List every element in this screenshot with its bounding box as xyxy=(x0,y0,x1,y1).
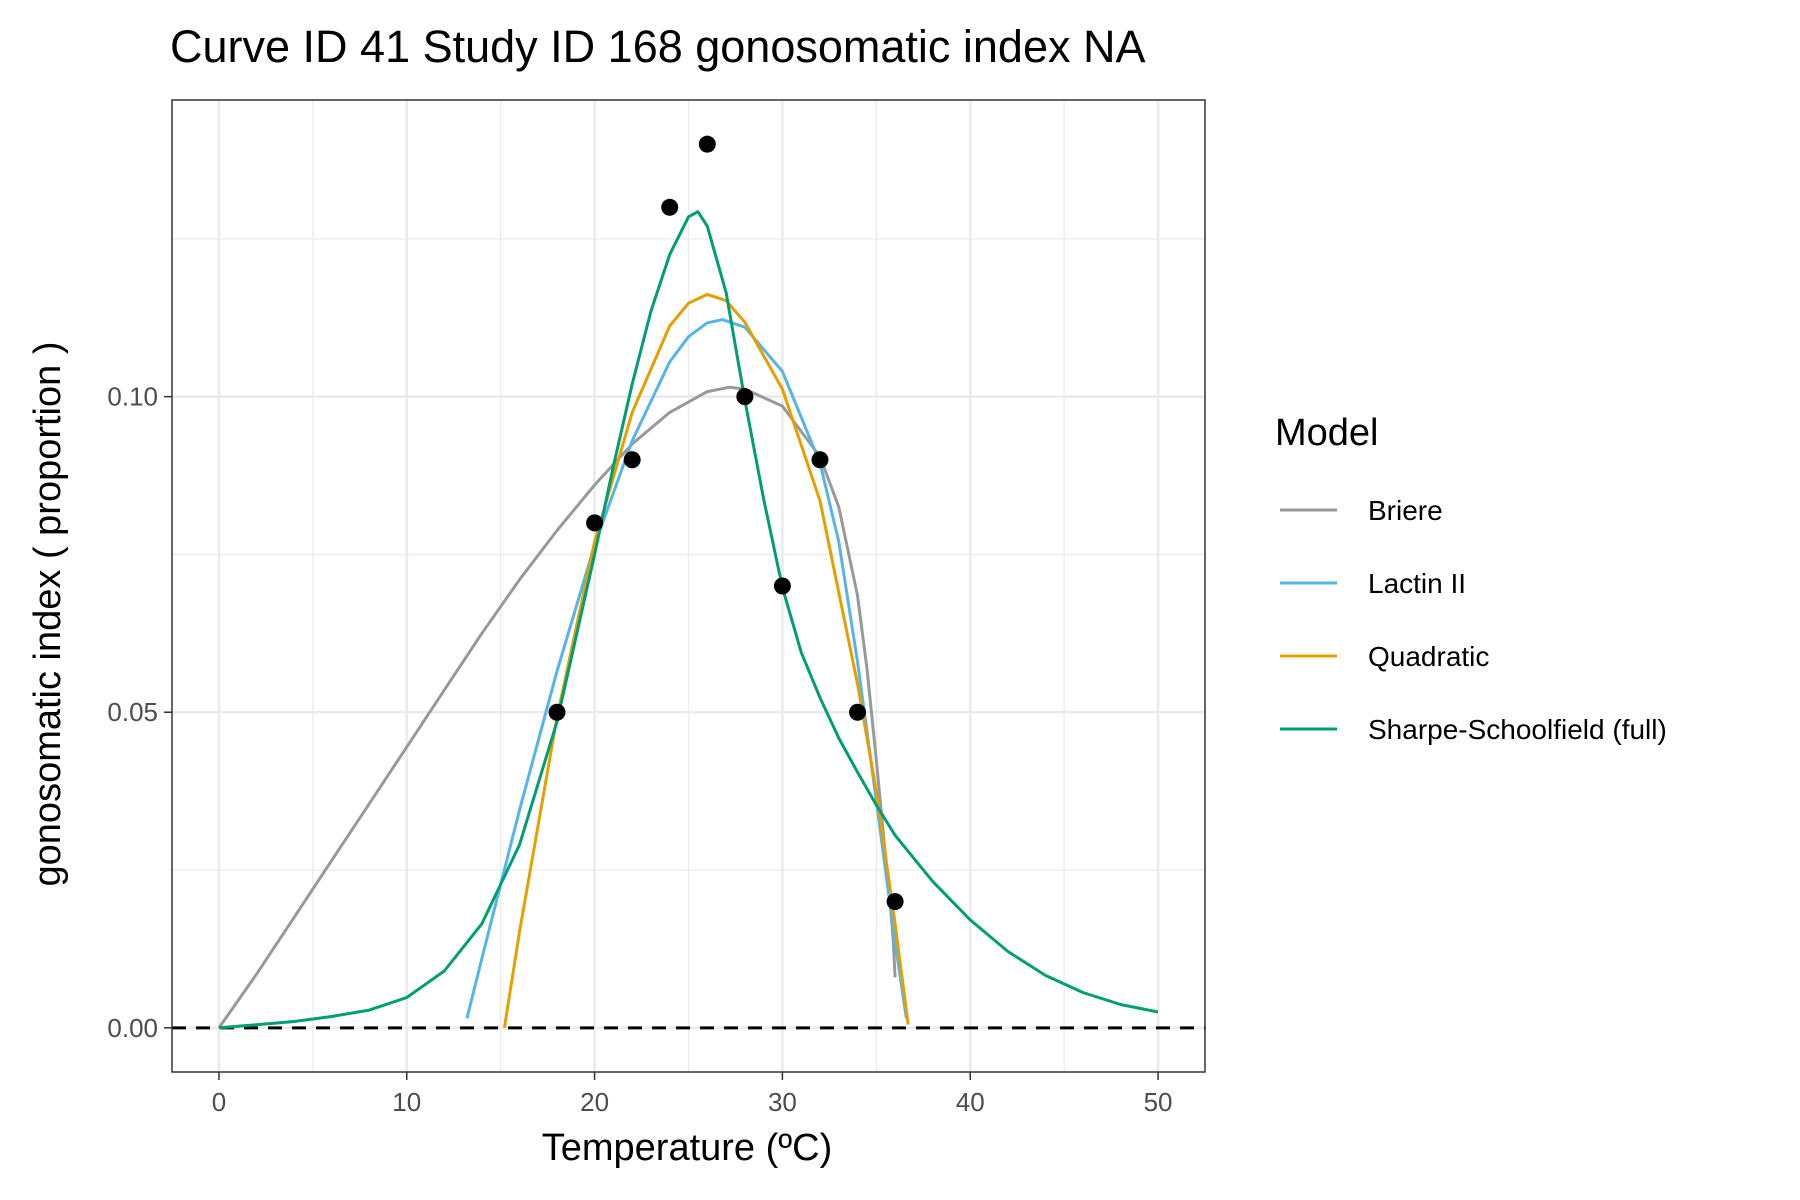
model-curves xyxy=(217,210,1159,1030)
y-tick-label: 0.00 xyxy=(107,1013,158,1043)
data-point xyxy=(811,451,829,469)
y-axis: 0.00 0.05 0.10 xyxy=(107,382,172,1043)
legend-title: Model xyxy=(1275,412,1379,454)
x-tick-label: 30 xyxy=(768,1087,797,1117)
x-axis: 0 10 20 30 40 50 xyxy=(212,1072,1173,1117)
data-point xyxy=(586,514,604,532)
x-tick-label: 40 xyxy=(956,1087,985,1117)
data-point xyxy=(548,703,566,721)
plot-border xyxy=(171,99,1206,1073)
data-point xyxy=(661,198,679,216)
legend-label-briere: Briere xyxy=(1368,495,1443,526)
curve-briere xyxy=(217,385,897,1029)
data-point xyxy=(736,388,754,406)
data-point xyxy=(886,893,904,911)
curve-sharpe-schoolfield-full xyxy=(218,210,1159,1030)
y-axis-title: gonosomatic index ( proportion ) xyxy=(27,342,69,887)
data-point xyxy=(849,703,867,721)
x-tick-label: 20 xyxy=(580,1087,609,1117)
legend-label-sharpe-schoolfield-full: Sharpe-Schoolfield (full) xyxy=(1368,714,1667,745)
chart-title: Curve ID 41 Study ID 168 gonosomatic ind… xyxy=(170,21,1146,72)
legend: Model Briere Lactin II Quadratic Sharpe-Sch… xyxy=(1275,412,1667,745)
grid-lines xyxy=(172,100,1205,1072)
x-tick-label: 10 xyxy=(392,1087,421,1117)
y-tick-label: 0.05 xyxy=(107,697,158,727)
legend-label-quadratic: Quadratic xyxy=(1368,641,1489,672)
x-axis-title: Temperature (ºC) xyxy=(542,1127,833,1169)
legend-label-lactin-ii: Lactin II xyxy=(1368,568,1466,599)
curve-quadratic xyxy=(502,292,910,1029)
plot-panel xyxy=(171,99,1206,1073)
data-point xyxy=(623,451,641,469)
data-points xyxy=(548,135,904,911)
y-tick-label: 0.10 xyxy=(107,382,158,412)
x-tick-label: 0 xyxy=(212,1087,226,1117)
data-point xyxy=(698,135,716,153)
curve-lactin-ii xyxy=(465,318,908,1019)
x-tick-label: 50 xyxy=(1144,1087,1173,1117)
data-point xyxy=(773,577,791,595)
